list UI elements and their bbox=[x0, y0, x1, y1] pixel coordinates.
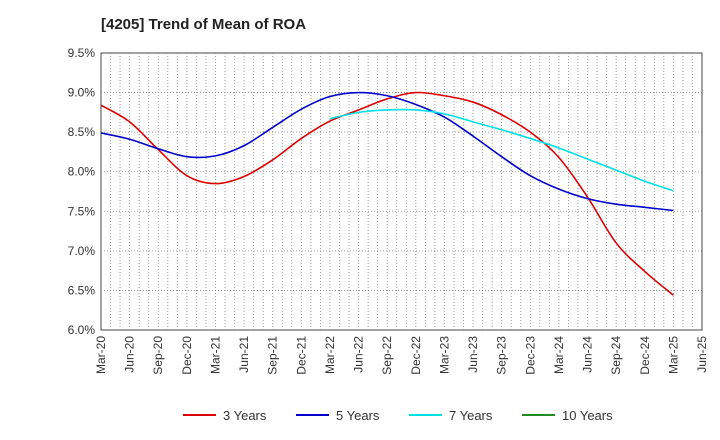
x-tick-label: Jun-25 bbox=[695, 336, 709, 373]
x-tick-label: Mar-21 bbox=[208, 336, 222, 374]
x-tick-label: Sep-20 bbox=[151, 336, 165, 375]
y-tick-label: 6.0% bbox=[68, 323, 96, 337]
x-tick-label: Jun-21 bbox=[237, 336, 251, 373]
x-tick-label: Sep-22 bbox=[380, 336, 394, 375]
y-axis-tick-labels: 6.0% 6.5% 7.0% 7.5% 8.0% 8.5% 9.0% 9.5% bbox=[68, 46, 96, 337]
y-tick-label: 8.0% bbox=[68, 165, 96, 179]
legend-label-5-years: 5 Years bbox=[336, 408, 380, 423]
x-tick-label: Jun-23 bbox=[466, 336, 480, 373]
x-tick-label: Sep-23 bbox=[495, 336, 509, 375]
y-tick-label: 7.0% bbox=[68, 244, 96, 258]
x-tick-label: Jun-20 bbox=[123, 336, 137, 373]
series-line-7-years bbox=[329, 108, 674, 192]
x-tick-label: Dec-20 bbox=[180, 336, 194, 375]
series-line-5-years bbox=[100, 91, 674, 212]
y-tick-label: 8.5% bbox=[68, 125, 96, 139]
x-tick-label: Dec-23 bbox=[523, 336, 537, 375]
x-tick-label: Mar-20 bbox=[94, 336, 108, 374]
x-tick-label: Dec-22 bbox=[409, 336, 423, 375]
legend-label-7-years: 7 Years bbox=[449, 408, 493, 423]
chart-title: [4205] Trend of Mean of ROA bbox=[101, 16, 306, 33]
x-tick-label: Mar-25 bbox=[666, 336, 680, 374]
x-tick-label: Mar-22 bbox=[323, 336, 337, 374]
y-tick-label: 6.5% bbox=[68, 283, 96, 297]
x-tick-label: Jun-22 bbox=[352, 336, 366, 373]
legend-label-10-years: 10 Years bbox=[562, 408, 613, 423]
y-tick-label: 9.5% bbox=[68, 46, 96, 60]
x-tick-label: Mar-24 bbox=[552, 336, 566, 374]
series-line-3-years bbox=[100, 91, 674, 296]
y-tick-label: 9.0% bbox=[68, 86, 96, 100]
legend-label-3-years: 3 Years bbox=[223, 408, 267, 423]
x-tick-label: Dec-24 bbox=[638, 336, 652, 375]
x-tick-label: Jun-24 bbox=[581, 336, 595, 373]
x-tick-label: Mar-23 bbox=[437, 336, 451, 374]
y-tick-label: 7.5% bbox=[68, 204, 96, 218]
x-tick-label: Sep-24 bbox=[609, 336, 623, 375]
legend: 3 Years 5 Years 7 Years 10 Years bbox=[183, 408, 613, 423]
x-tick-label: Sep-21 bbox=[266, 336, 280, 375]
series-lines bbox=[100, 91, 674, 296]
x-tick-label: Dec-21 bbox=[294, 336, 308, 375]
x-axis-tick-labels: Mar-20 Jun-20 Sep-20 Dec-20 Mar-21 Jun-21 Sep-… bbox=[94, 336, 709, 375]
